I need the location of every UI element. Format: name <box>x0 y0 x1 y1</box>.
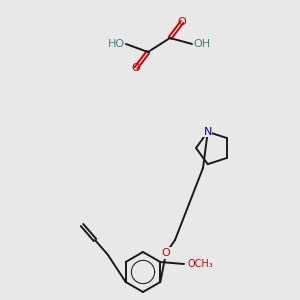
Text: O: O <box>132 63 140 73</box>
Text: N: N <box>204 127 212 137</box>
Text: OCH₃: OCH₃ <box>187 259 213 269</box>
Text: O: O <box>178 17 186 27</box>
Text: O: O <box>162 248 170 258</box>
Text: OH: OH <box>194 39 211 49</box>
Text: HO: HO <box>107 39 124 49</box>
